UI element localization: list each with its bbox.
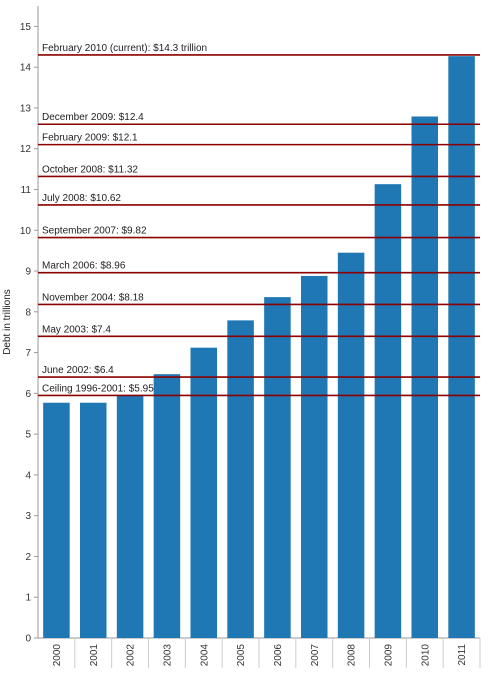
x-tick-label: 2007 <box>310 644 321 667</box>
y-tick-label: 8 <box>25 307 31 318</box>
y-tick-label: 9 <box>25 267 31 278</box>
bar-2011 <box>448 56 475 638</box>
x-tick-label: 2000 <box>52 644 63 667</box>
y-tick-label: 13 <box>20 103 32 114</box>
x-tick-label: 2010 <box>420 644 431 667</box>
y-tick-label: 2 <box>25 552 31 563</box>
bar-2008 <box>337 252 365 638</box>
bar-2006 <box>264 297 291 638</box>
bar-2007 <box>300 275 328 638</box>
bar-2001 <box>79 402 107 638</box>
bar-2005 <box>227 320 254 638</box>
y-tick-label: 7 <box>25 348 31 359</box>
x-tick-label: 2008 <box>347 644 358 667</box>
y-tick-label: 15 <box>20 22 32 33</box>
y-tick-label: 14 <box>20 63 32 74</box>
y-tick-label: 11 <box>21 185 32 196</box>
y-tick-label: 6 <box>25 389 31 400</box>
bar-2004 <box>190 347 218 638</box>
y-tick-label: 10 <box>20 226 32 237</box>
x-tick-label: 2004 <box>199 644 210 667</box>
x-tick-label: 2001 <box>89 644 100 667</box>
x-tick-label: 2003 <box>162 644 173 667</box>
reference-line-label: February 2010 (current): $14.3 trillion <box>42 43 207 54</box>
y-tick-label: 0 <box>25 634 31 645</box>
x-tick-label: 2011 <box>457 644 468 666</box>
reference-line-label: February 2009: $12.1 <box>42 133 138 144</box>
y-axis-label: Debt in trillions <box>2 289 13 355</box>
y-tick-label: 12 <box>20 144 32 155</box>
reference-line-label: July 2008: $10.62 <box>42 193 121 204</box>
bars-group <box>43 56 475 639</box>
reference-line-label: Ceiling 1996-2001: $5.95 <box>42 383 154 394</box>
reference-line-label: December 2009: $12.4 <box>42 112 144 123</box>
bar-2009 <box>374 184 402 638</box>
x-tick-label: 2002 <box>126 644 137 667</box>
x-tick-label: 2005 <box>236 644 247 667</box>
y-tick-label: 5 <box>25 430 31 441</box>
bar-2002 <box>116 395 144 638</box>
y-tick-label: 4 <box>25 470 31 481</box>
reference-lines-group: February 2010 (current): $14.3 trillion D… <box>38 43 480 397</box>
x-tick-label: 2009 <box>383 644 394 667</box>
bar-2003 <box>153 374 181 638</box>
reference-line-label: May 2003: $7.4 <box>42 324 111 335</box>
x-axis: 2000 2001 2002 2003 2004 2005 2006 2007 2008 2009… <box>52 638 481 668</box>
reference-line-label: September 2007: $9.82 <box>42 226 147 237</box>
x-tick-label: 2006 <box>273 644 284 667</box>
y-tick-label: 1 <box>25 593 31 604</box>
reference-line-label: June 2002: $6.4 <box>42 365 114 376</box>
reference-line-label: November 2004: $8.18 <box>42 292 144 303</box>
reference-line-label: March 2006: $8.96 <box>42 261 126 272</box>
bar-2000 <box>43 402 70 638</box>
reference-line-label: October 2008: $11.32 <box>42 164 138 175</box>
y-tick-label: 3 <box>25 511 31 522</box>
